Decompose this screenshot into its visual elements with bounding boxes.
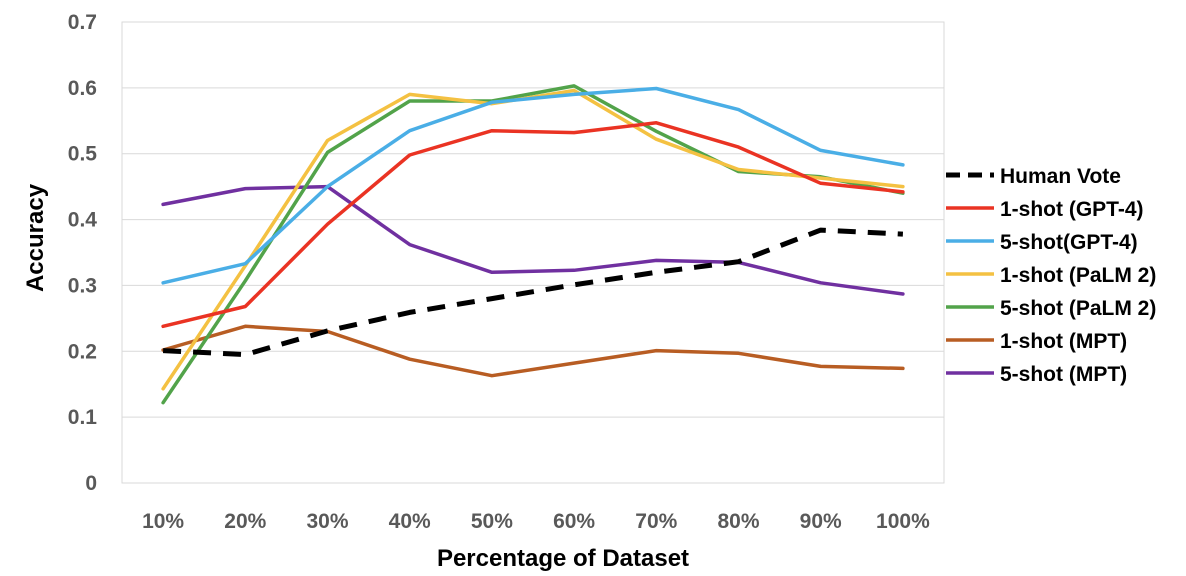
x-tick-label: 70% xyxy=(635,510,677,533)
series-line-5-shot-mpt xyxy=(161,184,905,296)
legend-label: 5-shot (MPT) xyxy=(1000,363,1127,386)
x-tick-label: 100% xyxy=(876,510,930,533)
y-tick-label: 0.4 xyxy=(68,209,98,232)
y-axis-ticks: 0 0.1 0.2 0.3 0.4 0.5 0.6 0.7 xyxy=(68,11,98,495)
legend-label: 1-shot (PaLM 2) xyxy=(1000,264,1156,287)
legend-label: Human Vote xyxy=(1000,165,1121,188)
x-tick-label: 40% xyxy=(389,510,431,533)
x-tick-label: 10% xyxy=(142,510,184,533)
series-line-1-shot-mpt xyxy=(161,324,905,378)
x-tick-label: 60% xyxy=(553,510,595,533)
legend-label: 5-shot(GPT-4) xyxy=(1000,231,1138,254)
x-tick-label: 80% xyxy=(717,510,759,533)
plot-area xyxy=(121,21,945,484)
x-tick-label: 20% xyxy=(224,510,266,533)
series-line-5-shot-gpt-4 xyxy=(161,86,905,285)
series-line-human-vote xyxy=(162,227,904,358)
x-tick-label: 90% xyxy=(800,510,842,533)
legend: Human Vote 1-shot (GPT-4) 5-shot(GPT-4) 1-s… xyxy=(946,165,1156,386)
x-tick-label: 50% xyxy=(471,510,513,533)
x-axis-title: Percentage of Dataset xyxy=(437,545,689,572)
y-axis-title: Accuracy xyxy=(22,183,49,292)
y-tick-label: 0 xyxy=(85,472,97,495)
legend-label: 1-shot (GPT-4) xyxy=(1000,198,1144,221)
y-tick-label: 0.3 xyxy=(68,274,97,297)
legend-label: 5-shot (PaLM 2) xyxy=(1000,297,1156,320)
series-lines xyxy=(161,84,905,405)
x-tick-label: 30% xyxy=(306,510,348,533)
x-axis-ticks: 10% 20% 30% 40% 50% 60% 70% 80% 90% 100% xyxy=(142,510,930,533)
series-line-1-shot-gpt-4 xyxy=(161,121,905,329)
y-tick-label: 0.1 xyxy=(68,406,98,429)
y-tick-label: 0.7 xyxy=(68,11,97,34)
y-tick-label: 0.2 xyxy=(68,340,97,363)
y-tick-label: 0.5 xyxy=(68,143,98,166)
legend-label: 1-shot (MPT) xyxy=(1000,330,1127,353)
y-tick-label: 0.6 xyxy=(68,77,97,100)
